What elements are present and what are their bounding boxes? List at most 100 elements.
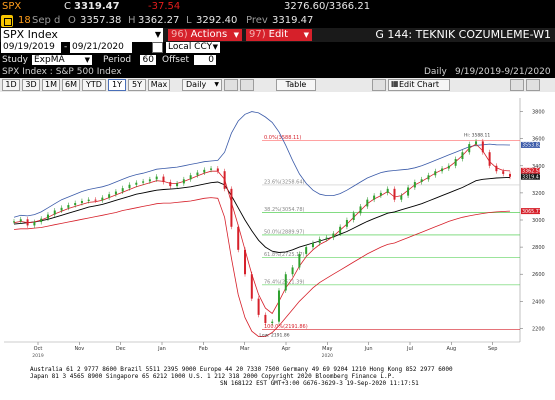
footer-line-3: SN 168122 EST GMT+3:00 G676-3629-3 19-Se… (220, 380, 419, 387)
candle-body (291, 267, 294, 275)
candle-body (196, 172, 199, 176)
actions-menu-number: 96) (171, 29, 188, 40)
currency-select[interactable]: Local CCY ▼ (166, 42, 220, 53)
candle-body (155, 176, 158, 180)
candle-body (447, 165, 450, 169)
candle-body (271, 321, 274, 324)
x-tick-label: Apr (282, 346, 292, 352)
frequency-select[interactable]: Daily ▼ (182, 79, 222, 91)
high-label: H (128, 15, 136, 26)
period-button-3d[interactable]: 3D (22, 79, 40, 91)
edit-chart-button[interactable]: ▦ Edit Chart (388, 79, 450, 91)
study-label: Study (2, 55, 28, 65)
low-annotation: Low: 2191.86 (259, 333, 289, 339)
candle-body (386, 188, 389, 193)
security-icon[interactable] (1, 15, 13, 27)
date-range-bar: 09/19/2019 - 09/21/2020 Local CCY ▼ (0, 42, 555, 54)
edit-menu-button[interactable]: 97) Edit ▼ (246, 29, 312, 41)
candle-body (114, 191, 117, 195)
period-button-6m[interactable]: 6M (62, 79, 80, 91)
open-price: 3357.38 (80, 15, 122, 26)
y-tick-label: 3000 (532, 218, 545, 224)
price-badge (521, 173, 540, 180)
x-tick-label: Dec (116, 346, 126, 352)
start-date-input[interactable]: 09/19/2019 (1, 42, 61, 53)
edit-chart-label: Edit Chart (399, 80, 440, 89)
security-field-text: SPX Index (3, 28, 58, 41)
hi-annotation: Hi: 3588.11 (464, 132, 490, 138)
ticker-bar: SPX C 3319.47 -37.54 3276.60/3366.21 (0, 0, 555, 14)
settings-icon[interactable] (510, 79, 524, 91)
period-button-max[interactable]: Max (148, 79, 170, 91)
period-button-ytd[interactable]: YTD (82, 79, 106, 91)
candle-body (244, 249, 247, 275)
fib-level-label: 23.6%(3258.64) (264, 179, 305, 185)
line-tool-icon[interactable] (240, 79, 254, 91)
y-tick-label: 2200 (532, 326, 545, 332)
pencil-icon[interactable] (372, 79, 386, 91)
print-icon[interactable] (526, 79, 540, 91)
period-input[interactable]: 60 (140, 55, 156, 65)
fib-level-label: 100.0%(2191.86) (264, 324, 308, 330)
chart-toolbar: 1D 3D 1M 6M YTD 1Y 5Y Max Daily ▼ Table ▦ Edit Ch… (0, 78, 555, 92)
candle-body (189, 175, 192, 180)
security-field[interactable]: SPX Index ▼ (1, 28, 163, 42)
period-button-1m[interactable]: 1M (42, 79, 60, 91)
candle-body (366, 199, 369, 207)
price-chart[interactable]: 2200 2400 2600 2800 3000 3200 3400 3600 3800 0.0%… (0, 92, 555, 360)
candle-body (277, 290, 280, 322)
candle-body (359, 206, 362, 214)
study-select[interactable]: ExpMA ▼ (32, 55, 92, 65)
y-tick-label: 2400 (532, 299, 545, 305)
table-button[interactable]: Table (276, 79, 316, 91)
x-tick-label: Aug (446, 346, 456, 352)
period-button-1y[interactable]: 1Y (108, 79, 126, 91)
chart-type-icon[interactable] (224, 79, 238, 91)
candle-body (325, 237, 328, 239)
y-tick-label: 3600 (532, 137, 545, 143)
chevron-down-icon: ▼ (214, 81, 219, 88)
high-price: 3362.27 (138, 15, 180, 26)
footer-disclaimer: Australia 61 2 9777 8600 Brazil 5511 239… (0, 360, 555, 400)
candle-body (379, 192, 382, 196)
candle-body (257, 298, 260, 315)
calendar-icon[interactable] (152, 42, 163, 53)
actions-menu-button[interactable]: 96) Actions ▼ (168, 29, 242, 41)
candle-body (400, 195, 403, 200)
chart-frequency: Daily (424, 67, 447, 77)
page-title: G 144: TEKNIK COZUMLEME-W1 (375, 28, 551, 41)
candle-body (26, 219, 29, 226)
x-tick-label: Jan (157, 346, 166, 352)
price-badge (521, 141, 540, 148)
frequency-select-text: Daily (186, 80, 207, 89)
candle-body (135, 182, 138, 185)
chart-canvas[interactable]: 2200 2400 2600 2800 3000 3200 3400 3600 3800 0.0%… (0, 92, 555, 360)
candle-body (352, 213, 355, 220)
ticker-date: Sep d (32, 15, 61, 26)
price-badge-label: 3319.47 (522, 174, 542, 180)
year-label: 2020 (322, 353, 334, 359)
period-button-1d[interactable]: 1D (2, 79, 20, 91)
ticker-symbol[interactable]: SPX (2, 1, 22, 12)
candle-body (13, 221, 15, 223)
y-tick-label: 3400 (532, 164, 545, 170)
chevron-down-icon: ▼ (233, 31, 239, 39)
end-date-input[interactable]: 09/21/2020 (70, 42, 132, 53)
candle-body (427, 175, 430, 180)
candle-body (434, 171, 437, 176)
x-tick-label: Jul (406, 346, 413, 352)
series-line-middle-ema (13, 176, 511, 253)
period-label: Period (103, 55, 132, 65)
open-label: O (68, 15, 76, 26)
candle-body (87, 199, 90, 202)
period-button-5y[interactable]: 5Y (128, 79, 146, 91)
candle-body (128, 184, 131, 189)
last-price: 3319.47 (74, 1, 120, 12)
x-tick-label: Oct (34, 346, 43, 352)
candle-body (101, 197, 104, 201)
candle-body (461, 152, 464, 159)
low-label: L (186, 15, 192, 26)
price-badge-label: 3362.50 (522, 169, 542, 175)
offset-input[interactable]: 0 (194, 55, 216, 65)
candle-body (94, 199, 97, 201)
